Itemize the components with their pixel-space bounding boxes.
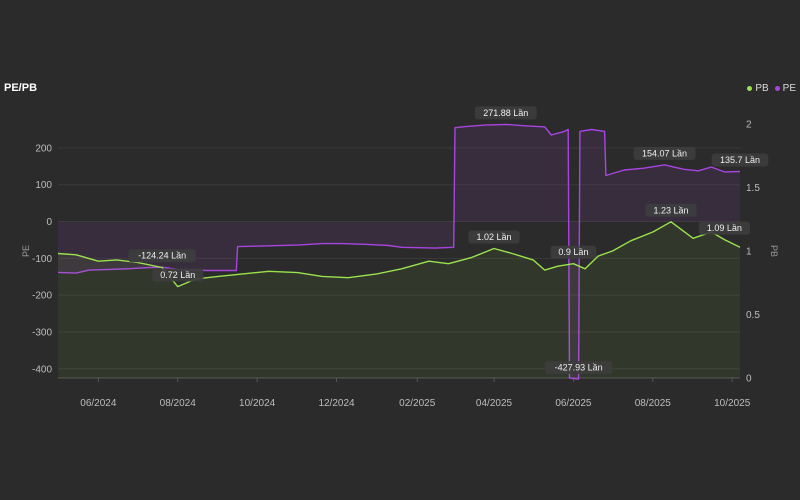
data-label-box bbox=[468, 230, 520, 244]
x-tick-label: 04/2025 bbox=[476, 398, 513, 409]
x-tick-label: 10/2025 bbox=[714, 398, 751, 409]
data-label: 0.72 Lần bbox=[160, 270, 195, 280]
data-label: -124.24 Lần bbox=[138, 251, 186, 261]
series-area-pb bbox=[58, 221, 740, 378]
y-left-tick-label: 200 bbox=[35, 143, 52, 154]
legend-label-pe: PE bbox=[782, 83, 796, 94]
data-label-box bbox=[152, 268, 204, 282]
y-left-tick-label: 0 bbox=[46, 217, 52, 228]
data-label: 135.7 Lần bbox=[720, 155, 760, 165]
data-label: 154.07 Lần bbox=[642, 148, 687, 158]
data-label-box bbox=[474, 106, 537, 120]
y-left-tick-label: -300 bbox=[32, 327, 52, 338]
data-label: 271.88 Lần bbox=[483, 108, 528, 118]
y-left-tick-label: 100 bbox=[35, 180, 52, 191]
y-right-tick-label: 0.5 bbox=[746, 310, 760, 321]
x-tick-label: 10/2024 bbox=[239, 398, 276, 409]
data-label-box bbox=[128, 249, 196, 263]
x-tick-label: 06/2025 bbox=[555, 398, 592, 409]
data-label-box bbox=[550, 245, 597, 259]
legend-item-pb[interactable]: PB bbox=[747, 83, 769, 94]
y-left-tick-label: -200 bbox=[32, 291, 52, 302]
y-right-tick-label: 0 bbox=[746, 374, 752, 385]
legend-label-pb: PB bbox=[755, 83, 769, 94]
legend-dot-pb bbox=[747, 86, 753, 91]
x-tick-label: 06/2024 bbox=[80, 398, 117, 409]
legend-dot-pe bbox=[774, 86, 780, 91]
x-tick-label: 12/2024 bbox=[318, 398, 355, 409]
data-label: 0.9 Lần bbox=[558, 247, 588, 257]
data-label-box bbox=[698, 221, 750, 235]
data-label: 1.09 Lần bbox=[707, 223, 742, 233]
data-label: -427.93 Lần bbox=[555, 363, 603, 373]
data-label-box bbox=[711, 153, 769, 167]
legend-item-pe[interactable]: PE bbox=[774, 83, 796, 94]
data-label-box bbox=[633, 146, 696, 160]
y-right-tick-label: 1.5 bbox=[746, 183, 760, 194]
data-label-box bbox=[645, 203, 697, 217]
y-right-tick-label: 1 bbox=[746, 247, 752, 258]
chart-legend: PB PE bbox=[747, 83, 796, 94]
data-label-box bbox=[544, 361, 613, 375]
y-right-axis-title: PB bbox=[769, 245, 779, 257]
x-tick-label: 08/2025 bbox=[635, 398, 672, 409]
y-left-axis-title: PE bbox=[21, 245, 31, 257]
x-tick-label: 08/2024 bbox=[160, 398, 197, 409]
data-label: 1.02 Lần bbox=[476, 232, 511, 242]
data-label: 1.23 Lần bbox=[653, 205, 688, 215]
y-left-tick-label: -100 bbox=[32, 254, 52, 265]
chart-title: PE/PB bbox=[4, 82, 38, 94]
y-right-tick-label: 2 bbox=[746, 120, 752, 131]
x-tick-label: 02/2025 bbox=[399, 398, 436, 409]
y-left-tick-label: -400 bbox=[32, 364, 52, 375]
